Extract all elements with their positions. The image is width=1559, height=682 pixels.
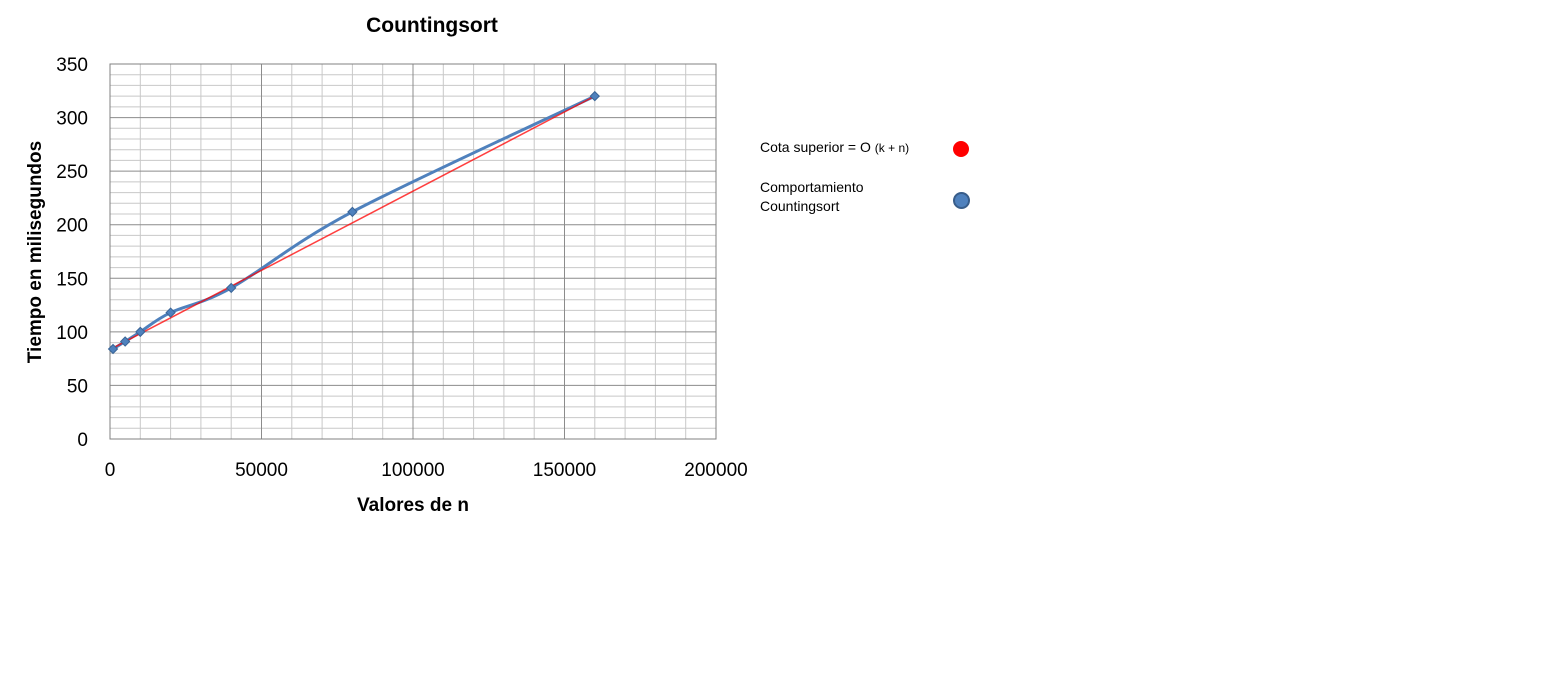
y-tick-label: 150 bbox=[56, 269, 88, 290]
series-layer bbox=[107, 90, 601, 355]
legend-item-upper-bound: Cota superior = O (k + n) bbox=[760, 138, 1000, 160]
legend-label-line2: Countingsort bbox=[760, 198, 840, 214]
y-axis-title: Tiempo en milisegundos bbox=[25, 141, 46, 363]
x-tick-label: 100000 bbox=[381, 460, 444, 481]
y-tick-label: 50 bbox=[67, 376, 88, 397]
y-tick-label: 0 bbox=[77, 430, 88, 451]
x-tick-label: 50000 bbox=[235, 460, 288, 481]
y-axis-ticks: 0 50 100 150 200 250 300 350 bbox=[56, 55, 88, 451]
data-point-marker bbox=[135, 326, 146, 338]
data-point-marker bbox=[107, 343, 119, 355]
legend-label-upper-bound: Cota superior = O (k + n) bbox=[760, 138, 940, 158]
x-tick-label: 0 bbox=[105, 460, 116, 481]
data-point-marker bbox=[347, 206, 358, 218]
y-tick-label: 350 bbox=[56, 55, 88, 76]
red-circle-icon bbox=[953, 141, 969, 157]
y-tick-label: 250 bbox=[56, 162, 88, 183]
x-tick-label: 150000 bbox=[533, 460, 596, 481]
blue-circle-icon bbox=[953, 192, 970, 209]
plot-area bbox=[109, 63, 717, 440]
y-tick-label: 100 bbox=[56, 323, 88, 344]
series-line-upper-bound bbox=[112, 95, 596, 349]
y-tick-label: 300 bbox=[56, 109, 88, 130]
data-point-marker bbox=[225, 282, 237, 294]
x-axis-ticks: 0 50000 100000 150000 200000 bbox=[105, 460, 748, 481]
data-point-marker bbox=[165, 307, 176, 318]
legend: Cota superior = O (k + n) Comportamiento… bbox=[760, 138, 1000, 218]
x-tick-label: 200000 bbox=[684, 460, 747, 481]
legend-label-behavior: Comportamiento Countingsort bbox=[760, 178, 940, 216]
data-point-marker bbox=[589, 90, 601, 102]
x-axis-title: Valores de n bbox=[357, 495, 469, 516]
data-point-marker bbox=[119, 336, 131, 347]
y-tick-label: 200 bbox=[56, 216, 88, 237]
chart-title: Countingsort bbox=[366, 14, 498, 37]
legend-label-line1: Comportamiento bbox=[760, 179, 864, 195]
legend-item-behavior: Comportamiento Countingsort bbox=[760, 178, 1000, 218]
legend-label-small: (k + n) bbox=[874, 141, 910, 155]
legend-label-main: Cota superior = O bbox=[760, 139, 871, 155]
